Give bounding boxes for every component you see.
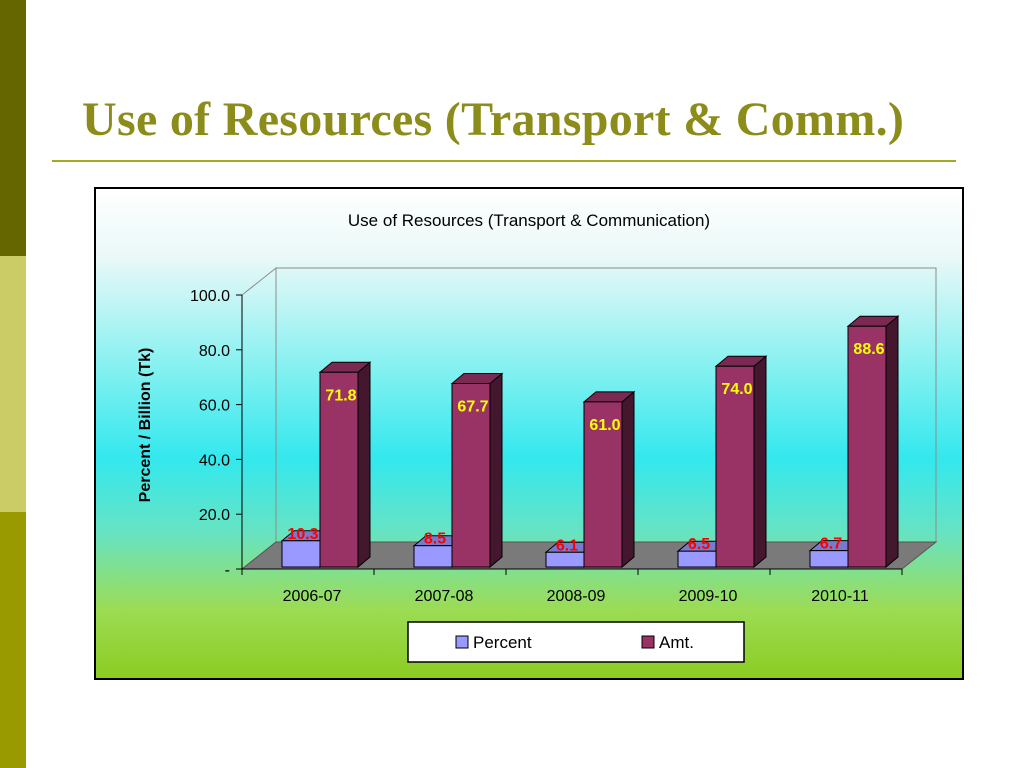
y-tick-label: 80.0 [199, 343, 230, 360]
plot-area: - 20.0 40.0 60.0 80.0 100.0 2006-07 2007-08 2008… [190, 266, 938, 605]
legend-box [407, 621, 745, 663]
legend-label: Percent [473, 633, 532, 652]
bar-amt-front [319, 371, 359, 568]
bar-percent-front [809, 550, 849, 568]
bar-amt-side [885, 315, 899, 569]
bar-amt [582, 390, 636, 569]
bar-amt-side [621, 390, 635, 569]
y-tick-label: 60.0 [199, 398, 230, 415]
bar-amt-front [451, 383, 491, 568]
bar-amt-front [847, 325, 887, 568]
bar-amt [714, 355, 768, 569]
y-tick-label: 40.0 [199, 452, 230, 469]
slide-title: Use of Resources (Transport & Comm.) [82, 93, 905, 146]
bar-amt [846, 315, 900, 569]
bar-amt-front [715, 365, 755, 568]
side-accent-segment [0, 256, 26, 512]
x-tick-label: 2007-08 [415, 588, 474, 605]
bar-amt-front [583, 401, 623, 568]
chart-frame: Use of Resources (Transport & Communicat… [94, 187, 964, 680]
legend-swatch [455, 635, 469, 649]
legend-label: Amt. [659, 633, 694, 652]
bar-amt-side [357, 361, 371, 569]
x-tick-label: 2006-07 [283, 588, 342, 605]
side-accent-bar [0, 0, 26, 768]
chart-title: Use of Resources (Transport & Communicat… [348, 211, 710, 230]
bar-percent-front [413, 545, 453, 568]
data-label-percent: 10.3 [287, 526, 318, 543]
bar-percent-front [545, 551, 585, 568]
data-label-amt: 67.7 [457, 399, 488, 416]
data-label-amt: 61.0 [589, 417, 620, 434]
bar-amt [318, 361, 372, 569]
side-accent-segment [0, 0, 26, 256]
x-tick-label: 2010-11 [811, 588, 869, 605]
bar-amt-side [753, 355, 767, 569]
data-label-amt: 88.6 [853, 341, 884, 358]
y-tick-label: - [225, 562, 230, 579]
bar-percent-front [281, 540, 321, 568]
bar-amt [450, 372, 504, 569]
bar-amt-side [489, 372, 503, 569]
data-label-percent: 6.5 [688, 536, 710, 553]
y-tick-label: 20.0 [199, 507, 230, 524]
legend: Percent Amt. [407, 621, 745, 663]
side-wall [241, 266, 277, 571]
data-label-amt: 74.0 [721, 381, 752, 398]
y-axis-label: Percent / Billion (Tk) [137, 348, 154, 503]
data-label-amt: 71.8 [325, 387, 356, 404]
data-label-percent: 6.7 [820, 536, 842, 553]
y-tick-label: 100.0 [190, 288, 230, 305]
x-tick-label: 2009-10 [679, 588, 738, 605]
chart: Use of Resources (Transport & Communicat… [137, 211, 938, 663]
data-label-percent: 8.5 [424, 531, 446, 548]
x-tick-label: 2008-09 [547, 588, 606, 605]
title-divider [52, 160, 956, 162]
bar-percent-front [677, 550, 717, 568]
data-label-percent: 6.1 [556, 537, 578, 554]
side-accent-segment [0, 512, 26, 768]
legend-swatch [641, 635, 655, 649]
